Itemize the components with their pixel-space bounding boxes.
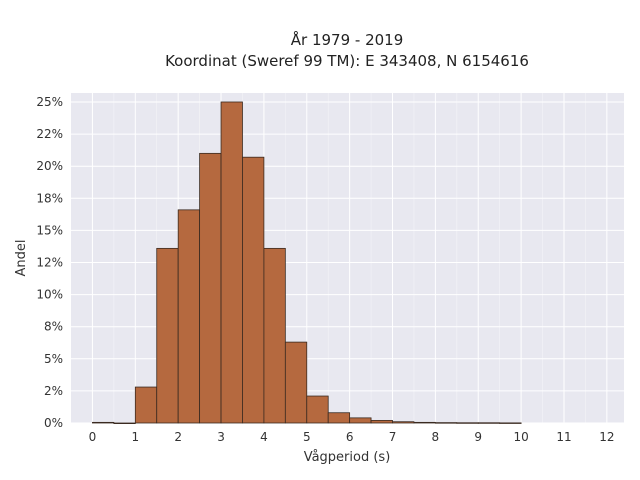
histogram-bar xyxy=(199,152,222,424)
histogram-bar xyxy=(370,420,393,424)
y-tick-label: 15% xyxy=(36,223,63,237)
histogram-bar xyxy=(134,386,158,424)
y-tick-label: 2% xyxy=(44,384,63,398)
histogram-bar xyxy=(434,422,458,424)
y-axis-ticks: 0% 2% 5% 8% 10% 12% 15% 18% 20% 22% 25% xyxy=(36,95,63,430)
y-tick-label: 8% xyxy=(44,320,63,334)
chart-title-line2: Koordinat (Sweref 99 TM): E 343408, N 61… xyxy=(165,52,529,70)
histogram-bar xyxy=(113,422,136,425)
y-tick-label: 10% xyxy=(36,288,63,302)
x-tick-label: 8 xyxy=(432,430,440,444)
histogram-bar xyxy=(456,422,479,424)
histogram-bar xyxy=(349,417,372,424)
histogram-bar xyxy=(477,422,501,424)
y-axis-label: Andel xyxy=(14,240,29,277)
x-tick-label: 9 xyxy=(474,430,482,444)
x-axis-label: Vågperiod (s) xyxy=(304,450,391,465)
histogram-bar xyxy=(177,209,201,424)
x-tick-label: 1 xyxy=(131,430,139,444)
x-tick-label: 0 xyxy=(89,430,97,444)
y-tick-label: 0% xyxy=(44,416,63,430)
histogram-bar xyxy=(306,395,329,424)
x-tick-label: 11 xyxy=(556,430,571,444)
y-tick-label: 22% xyxy=(36,127,63,141)
histogram-bar xyxy=(156,247,179,424)
x-tick-label: 6 xyxy=(346,430,354,444)
y-tick-label: 25% xyxy=(36,95,63,109)
y-tick-label: 12% xyxy=(36,255,63,269)
x-tick-label: 12 xyxy=(599,430,614,444)
bars-group xyxy=(92,101,522,425)
histogram-bar xyxy=(499,422,522,424)
plot-area xyxy=(71,93,624,423)
histogram-bar xyxy=(220,101,243,424)
x-axis-ticks: 0 1 2 3 4 5 6 7 8 9 10 11 12 xyxy=(89,430,615,444)
histogram-bar xyxy=(242,156,265,424)
histogram-bar xyxy=(92,421,115,424)
histogram-bar xyxy=(327,412,351,424)
x-tick-label: 4 xyxy=(260,430,268,444)
y-tick-label: 18% xyxy=(36,191,63,205)
x-tick-label: 2 xyxy=(174,430,182,444)
x-tick-label: 10 xyxy=(513,430,528,444)
histogram-bar xyxy=(413,421,436,424)
y-tick-label: 20% xyxy=(36,159,63,173)
histogram-bar xyxy=(263,247,286,424)
histogram-bar xyxy=(392,421,415,424)
x-tick-label: 5 xyxy=(303,430,311,444)
chart-title-line1: År 1979 - 2019 xyxy=(291,30,404,49)
histogram-bar xyxy=(284,341,308,424)
x-tick-label: 3 xyxy=(217,430,225,444)
y-tick-label: 5% xyxy=(44,352,63,366)
x-tick-label: 7 xyxy=(389,430,397,444)
